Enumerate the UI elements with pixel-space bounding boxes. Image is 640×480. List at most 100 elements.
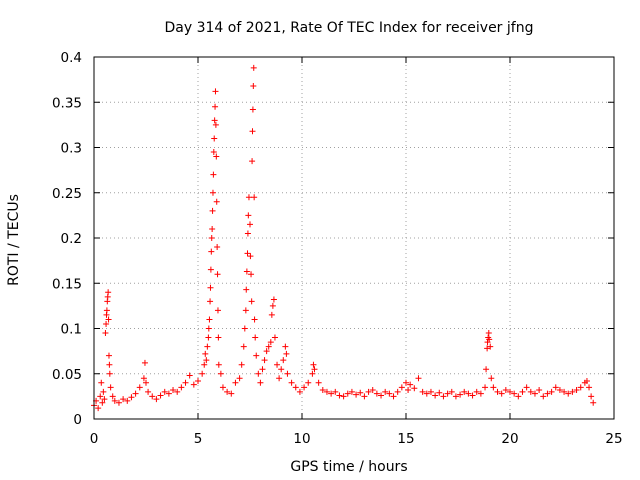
chart-title: Day 314 of 2021, Rate Of TEC Index for r… <box>165 20 534 36</box>
data-point <box>212 103 219 110</box>
data-point <box>440 393 447 400</box>
data-point <box>444 390 451 397</box>
data-point <box>174 388 181 395</box>
data-point <box>259 366 266 373</box>
x-tick-label: 25 <box>605 431 622 447</box>
data-point <box>107 384 114 391</box>
data-point <box>205 325 212 332</box>
data-point <box>211 117 218 124</box>
data-point <box>214 307 221 314</box>
data-point <box>201 361 208 368</box>
data-point <box>511 390 518 397</box>
data-point <box>319 387 326 394</box>
data-point <box>292 384 299 391</box>
grid-layer <box>94 57 614 419</box>
data-point <box>236 375 243 382</box>
data-point <box>249 158 256 165</box>
data-point <box>207 266 214 273</box>
data-point <box>105 316 112 323</box>
data-point <box>209 189 216 196</box>
data-point <box>305 379 312 386</box>
data-point <box>115 399 122 406</box>
data-point <box>309 370 316 377</box>
data-point <box>583 377 590 384</box>
data-point <box>340 393 347 400</box>
data-point <box>98 379 105 386</box>
data-point <box>432 392 439 399</box>
data-point <box>448 388 455 395</box>
data-point <box>261 357 268 364</box>
data-point <box>271 334 278 341</box>
data-point <box>241 325 248 332</box>
data-point <box>208 235 215 241</box>
data-point <box>257 379 264 386</box>
data-point <box>398 384 405 391</box>
data-point <box>140 375 147 382</box>
data-point <box>361 393 368 400</box>
data-point <box>203 357 210 364</box>
data-point <box>411 385 418 392</box>
data-point <box>210 149 217 156</box>
data-point <box>213 153 220 160</box>
data-point <box>403 379 409 386</box>
data-point <box>365 388 372 395</box>
data-point <box>263 348 270 355</box>
data-point <box>283 350 290 357</box>
data-point <box>202 350 209 357</box>
data-point <box>161 388 168 395</box>
x-tick-label: 5 <box>194 431 203 447</box>
y-tick-label: 0.4 <box>61 50 82 66</box>
data-point <box>103 307 110 314</box>
data-point <box>488 375 495 382</box>
data-point <box>204 343 211 350</box>
data-point <box>483 366 490 373</box>
data-point <box>243 286 250 293</box>
data-point <box>209 207 216 214</box>
data-point <box>228 390 235 397</box>
points-layer <box>91 64 597 412</box>
data-point <box>249 106 256 113</box>
data-point <box>207 298 214 305</box>
data-point <box>267 339 274 346</box>
data-point <box>208 248 215 255</box>
y-tick-label: 0.35 <box>52 95 82 111</box>
x-tick-label: 0 <box>90 431 99 447</box>
data-point <box>548 388 555 395</box>
y-tick-label: 0.2 <box>61 231 82 247</box>
data-point <box>373 390 380 397</box>
data-point <box>323 388 330 395</box>
data-point <box>206 316 213 323</box>
data-point <box>250 64 257 71</box>
data-point <box>103 320 110 327</box>
data-point <box>473 388 480 395</box>
data-point <box>205 334 212 341</box>
data-point <box>214 271 221 278</box>
data-point <box>485 330 492 337</box>
data-point <box>268 311 275 318</box>
data-point <box>265 343 272 350</box>
data-point <box>457 391 464 398</box>
data-point <box>270 296 277 303</box>
data-point <box>111 397 118 404</box>
data-point <box>490 384 497 391</box>
data-point <box>186 372 193 379</box>
y-tick-label: 0.3 <box>61 141 82 157</box>
data-point <box>405 387 412 394</box>
data-point <box>394 388 401 395</box>
y-axis-label: ROTI / TECUs <box>6 194 22 286</box>
data-point <box>136 384 143 391</box>
y-tick-label: 0.1 <box>61 322 82 338</box>
data-point <box>590 399 597 406</box>
data-point <box>214 244 221 251</box>
data-point <box>240 343 247 350</box>
data-point <box>378 392 385 399</box>
data-point <box>243 268 250 275</box>
data-point <box>105 352 112 359</box>
y-tick-label: 0.25 <box>52 186 82 202</box>
data-point <box>100 388 107 395</box>
data-point <box>224 388 231 395</box>
y-tick-label: 0.15 <box>52 276 82 292</box>
data-point <box>145 388 152 395</box>
data-point <box>586 384 593 391</box>
data-point <box>382 388 389 395</box>
